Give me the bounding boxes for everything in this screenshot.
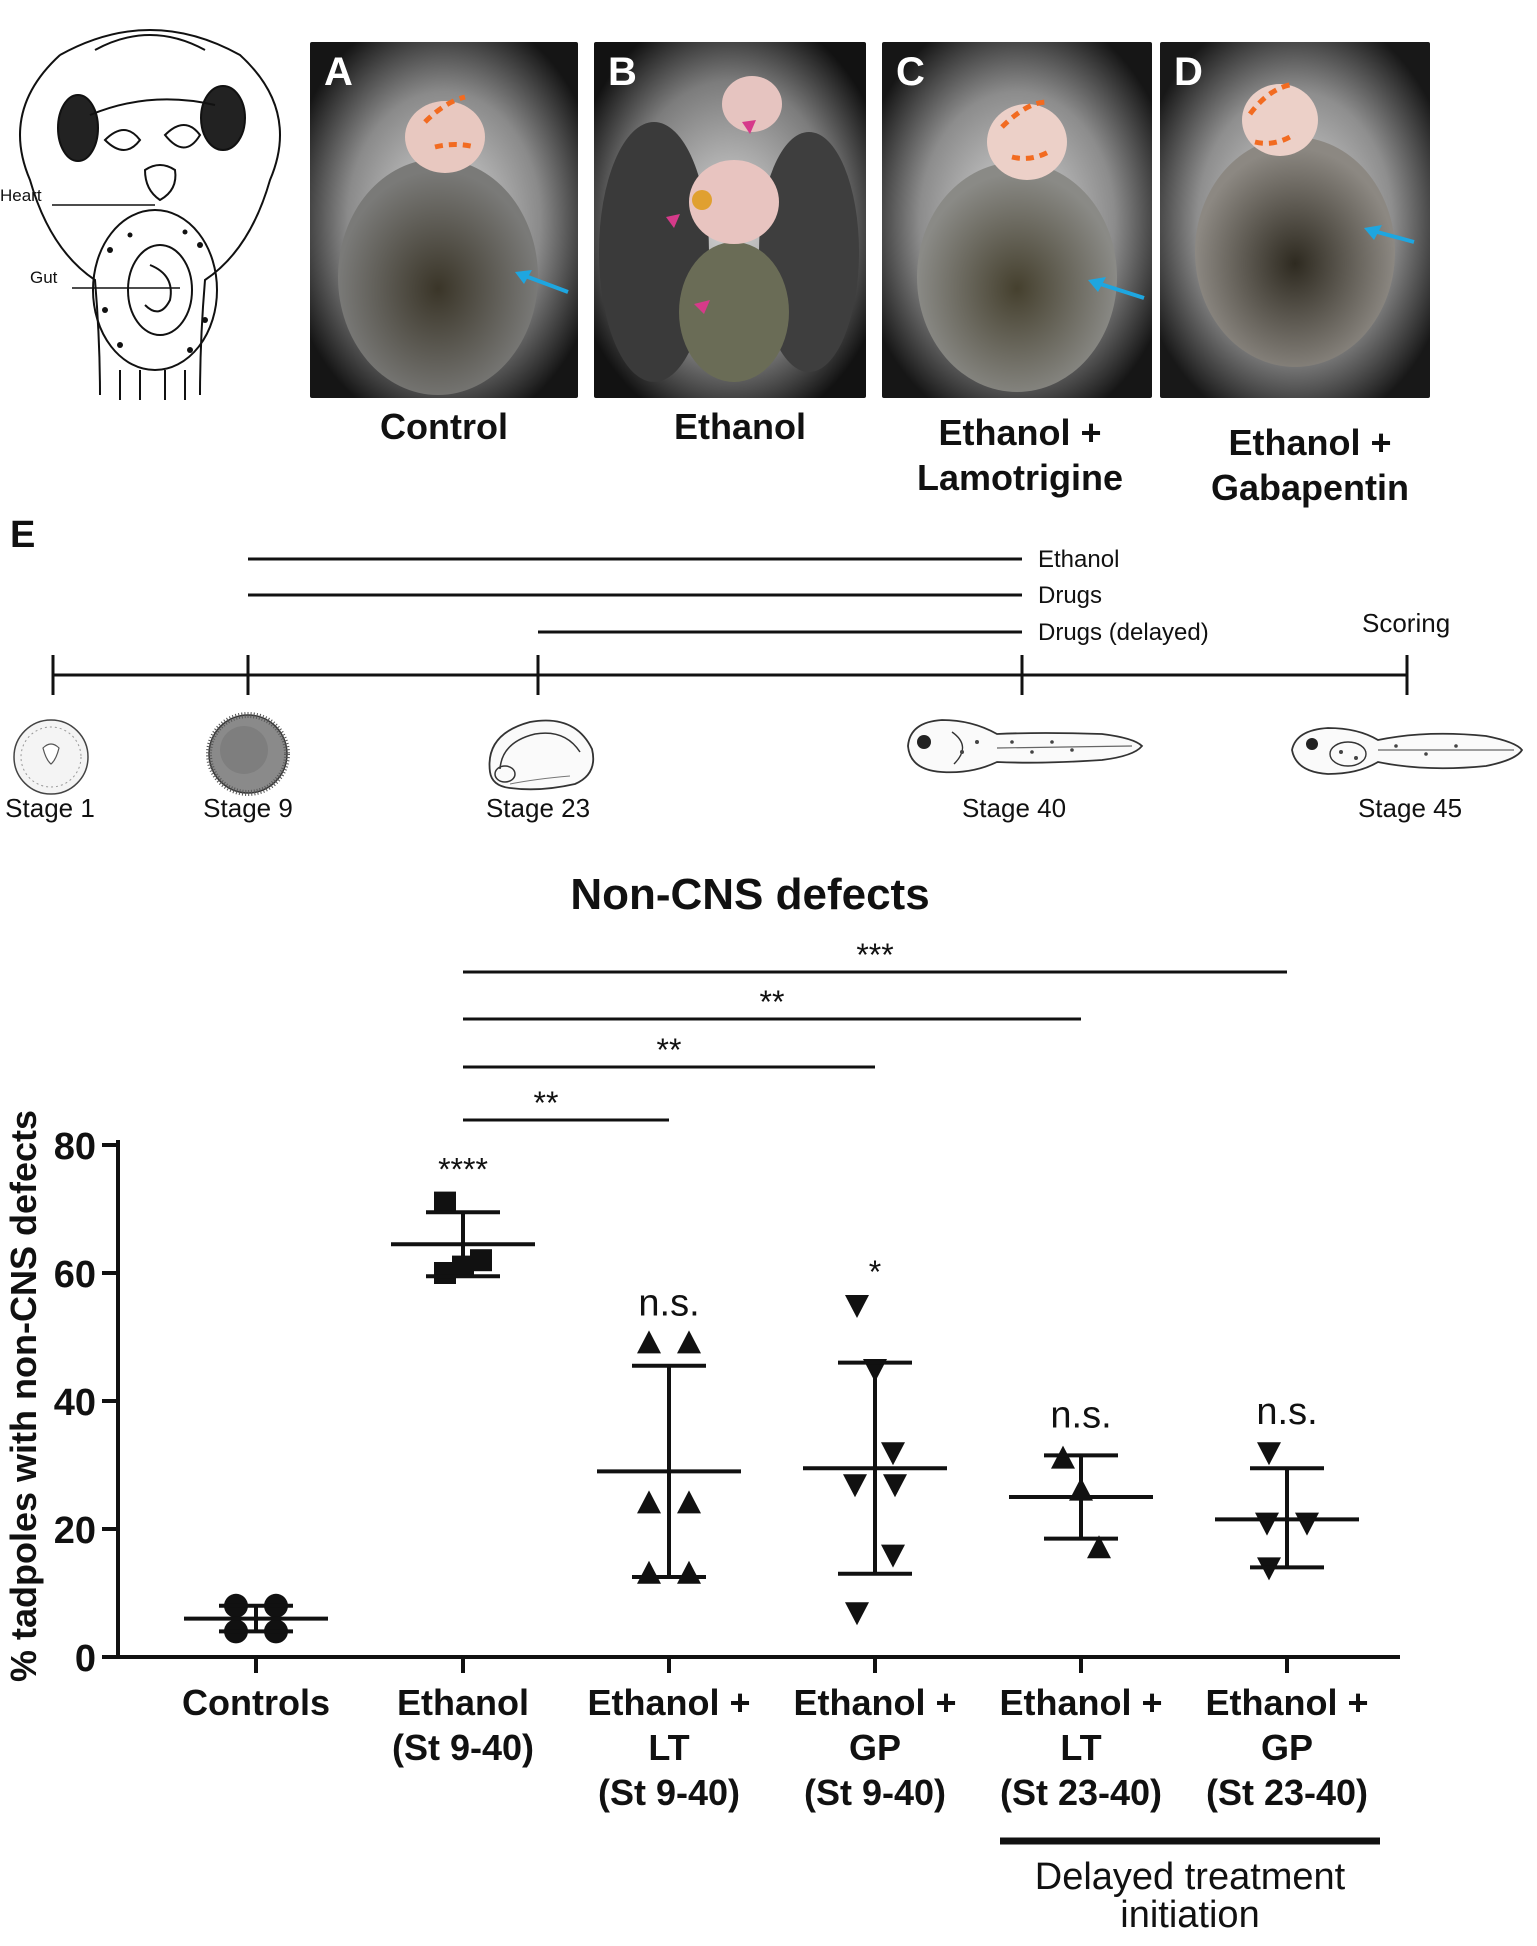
- data-point: [1087, 1535, 1111, 1559]
- x-category-line: LT: [1060, 1727, 1102, 1768]
- stage-label-23: Stage 23: [485, 793, 591, 823]
- embryo-stage-23-drawing: [488, 719, 595, 791]
- x-category-line: (St 23-40): [1205, 1772, 1369, 1813]
- data-point: [881, 1544, 905, 1568]
- caption-ethanol-lamotrigine: Ethanol + Lamotrigine: [916, 412, 1123, 498]
- tadpole-photo-c: [882, 42, 1152, 398]
- data-point: [845, 1295, 869, 1318]
- y-tick-label: 20: [54, 1510, 96, 1552]
- y-tick-label: 60: [54, 1254, 96, 1296]
- stage-label-9: Stage 9: [203, 793, 293, 823]
- tadpole-stage-40-drawing: [907, 719, 1144, 774]
- x-category-line: (St 9-40): [803, 1772, 947, 1813]
- data-point: [1255, 1512, 1279, 1536]
- comparison-label: **: [760, 984, 785, 1020]
- label-drugs-delayed: Drugs (delayed): [1038, 619, 1209, 646]
- data-point: [1295, 1512, 1319, 1536]
- data-point: [677, 1330, 701, 1354]
- data-point: [434, 1262, 456, 1284]
- treatment-timeline: [51, 557, 1409, 695]
- x-category-line: GP: [848, 1727, 901, 1768]
- delayed-bracket-label: Delayed treatment initiation: [1034, 1856, 1346, 1936]
- photo-panel-c: C: [882, 42, 1152, 398]
- x-category-label: Ethanol + LT (St 9-40): [569, 1680, 769, 1815]
- data-point: [1257, 1442, 1281, 1466]
- x-category-line: (St 9-40): [391, 1727, 535, 1768]
- label-drugs: Drugs: [1038, 582, 1103, 609]
- timeline-ticks: [51, 655, 1409, 695]
- data-point: [677, 1560, 701, 1584]
- comparison-label: **: [657, 1032, 682, 1068]
- data-point: [881, 1442, 905, 1466]
- chart-title: Non-CNS defects: [570, 870, 930, 919]
- photo-panel-a: A: [310, 42, 578, 398]
- significance-annotation: n.s.: [1256, 1391, 1317, 1433]
- label-scoring: Scoring: [1362, 608, 1451, 638]
- x-category-label: Ethanol (St 9-40): [363, 1680, 563, 1770]
- panel-letter-a: A: [324, 50, 353, 94]
- data-point: [470, 1249, 492, 1272]
- x-category-line: GP: [1260, 1727, 1313, 1768]
- tadpole-stage-45-drawing: [1291, 727, 1524, 775]
- x-category-line: (St 23-40): [999, 1772, 1163, 1813]
- panel-letter-d: D: [1174, 50, 1203, 94]
- embryo-stage-9-drawing: [206, 712, 290, 796]
- data-point: [883, 1474, 907, 1498]
- significance-annotation: n.s.: [1050, 1394, 1111, 1436]
- embryo-stage-1-drawing: [13, 719, 89, 795]
- comparison-label: **: [534, 1085, 559, 1121]
- caption-control: Control: [380, 406, 508, 447]
- stage-label-1: Stage 1: [5, 793, 95, 823]
- x-category-label: Ethanol + GP (St 23-40): [1187, 1680, 1387, 1815]
- x-category-line: Ethanol: [397, 1682, 529, 1723]
- panel-letter-b: B: [608, 50, 637, 94]
- data-point: [637, 1330, 661, 1354]
- x-category-label: Controls: [156, 1680, 356, 1725]
- tadpole-photo-a: [310, 42, 578, 398]
- tadpole-photo-b: [594, 42, 866, 398]
- schematic-label-heart: Heart: [0, 186, 42, 205]
- stage-label-45: Stage 45: [1357, 793, 1463, 823]
- x-category-label: Ethanol + LT (St 23-40): [981, 1680, 1181, 1815]
- caption-ethanol: Ethanol: [674, 406, 806, 447]
- photo-panel-d: D: [1160, 42, 1430, 398]
- caption-ethanol-gabapentin: Ethanol + Gabapentin: [1210, 422, 1410, 508]
- x-category-line: Ethanol +: [999, 1682, 1163, 1723]
- tadpole-photo-d: [1160, 42, 1430, 398]
- significance-annotation: ****: [438, 1152, 488, 1188]
- x-category-line: (St 9-40): [597, 1772, 741, 1813]
- y-tick-label: 0: [75, 1638, 96, 1680]
- x-category-line: Ethanol +: [587, 1682, 751, 1723]
- x-category-line: Controls: [182, 1682, 330, 1723]
- y-tick-label: 80: [54, 1126, 96, 1168]
- data-point: [637, 1560, 661, 1584]
- y-tick-label: 40: [54, 1382, 96, 1424]
- data-point: [677, 1490, 701, 1514]
- photo-panel-b: B: [594, 42, 866, 398]
- data-point: [637, 1490, 661, 1514]
- label-ethanol: Ethanol: [1038, 546, 1120, 573]
- comparison-label: ***: [856, 937, 893, 973]
- significance-annotation: *: [869, 1254, 881, 1290]
- x-category-line: Ethanol +: [793, 1682, 957, 1723]
- significance-annotation: n.s.: [638, 1282, 699, 1324]
- panel-letter-e: E: [10, 514, 36, 556]
- x-category-line: LT: [648, 1727, 690, 1768]
- tadpole-schematic: [19, 29, 281, 400]
- data-point: [845, 1602, 869, 1626]
- panel-letter-c: C: [896, 50, 925, 94]
- data-point: [434, 1191, 456, 1214]
- x-category-line: Ethanol +: [1205, 1682, 1369, 1723]
- stage-label-40: Stage 40: [961, 793, 1067, 823]
- schematic-label-gut: Gut: [30, 268, 58, 287]
- x-category-label: Ethanol + GP (St 9-40): [775, 1680, 975, 1815]
- data-point: [843, 1474, 867, 1498]
